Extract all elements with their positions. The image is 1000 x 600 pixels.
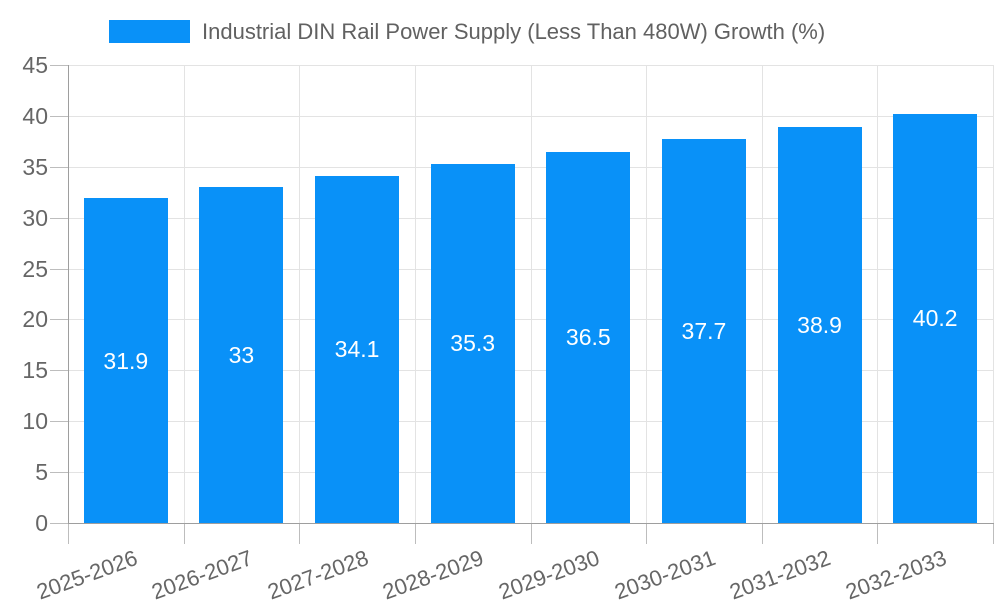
x-gridline — [299, 65, 301, 523]
bar[interactable] — [893, 113, 978, 523]
x-gridline — [761, 65, 763, 523]
legend-item[interactable]: Industrial DIN Rail Power Supply (Less T… — [109, 18, 826, 44]
x-axis-line — [68, 523, 994, 524]
y-axis-tick — [50, 370, 68, 372]
legend-label: Industrial DIN Rail Power Supply (Less T… — [202, 18, 826, 44]
bar[interactable] — [315, 175, 400, 523]
bar-value-label: 31.9 — [103, 347, 149, 374]
y-axis-tick-label: 45 — [22, 52, 48, 78]
y-axis-tick-label: 20 — [22, 306, 48, 333]
x-axis-tick — [183, 524, 185, 544]
x-axis-tick — [68, 524, 69, 544]
x-axis-tick — [877, 524, 879, 544]
x-gridline — [530, 65, 532, 523]
x-axis-tick — [299, 524, 301, 544]
y-axis-tick — [50, 65, 68, 66]
bar[interactable] — [430, 163, 515, 523]
legend-swatch-icon — [109, 20, 190, 43]
y-axis-tick — [50, 319, 68, 321]
y-axis-tick-label: 40 — [22, 102, 48, 129]
bar-value-label: 38.9 — [797, 312, 842, 339]
y-axis-tick — [50, 523, 68, 524]
y-axis-tick-label: 25 — [22, 255, 48, 282]
bar-value-label: 34.1 — [334, 336, 380, 363]
x-axis-category-label: 2026-2027 — [148, 545, 256, 600]
bar[interactable] — [83, 198, 168, 523]
y-axis-tick — [50, 472, 68, 474]
x-axis-category-label: 2025-2026 — [32, 545, 141, 600]
y-axis-tick-label: 10 — [22, 408, 48, 435]
y-axis-tick — [50, 217, 68, 219]
y-axis-tick-label: 30 — [22, 204, 48, 231]
x-axis-category-label: 2031-2032 — [726, 545, 835, 600]
x-gridline — [183, 65, 185, 523]
x-axis-category-label: 2032-2033 — [842, 545, 950, 600]
x-gridline — [877, 65, 879, 523]
y-axis-tick-label: 35 — [22, 153, 48, 180]
y-axis-tick-label: 15 — [22, 357, 48, 384]
x-axis-tick — [761, 524, 763, 544]
bar[interactable] — [199, 187, 284, 523]
y-axis-line — [68, 65, 69, 523]
x-axis-category-label: 2029-2030 — [495, 545, 603, 600]
bar[interactable] — [661, 139, 746, 523]
x-gridline — [993, 65, 994, 523]
y-axis-tick — [50, 115, 68, 117]
bar-value-label: 36.5 — [565, 324, 611, 351]
bar-value-label: 40.2 — [912, 305, 958, 332]
x-axis-tick — [530, 524, 532, 544]
bar[interactable] — [777, 127, 862, 523]
y-axis-tick — [50, 421, 68, 423]
x-gridline — [414, 65, 416, 523]
x-axis-category-label: 2028-2029 — [379, 545, 488, 600]
x-gridline — [646, 65, 648, 523]
y-axis-tick — [50, 166, 68, 168]
x-axis-category-label: 2027-2028 — [264, 545, 372, 600]
x-axis-category-label: 2030-2031 — [611, 545, 719, 600]
bar-value-label: 37.7 — [681, 318, 727, 345]
bar-value-label: 35.3 — [450, 330, 496, 357]
x-axis-tick — [993, 524, 994, 544]
bar[interactable] — [546, 151, 631, 523]
y-axis-tick — [50, 268, 68, 270]
y-axis-tick-label: 0 — [35, 510, 48, 536]
x-axis-tick — [646, 524, 648, 544]
bar-value-label: 33 — [228, 342, 255, 369]
x-axis-tick — [414, 524, 416, 544]
y-axis-tick-label: 5 — [35, 459, 48, 486]
